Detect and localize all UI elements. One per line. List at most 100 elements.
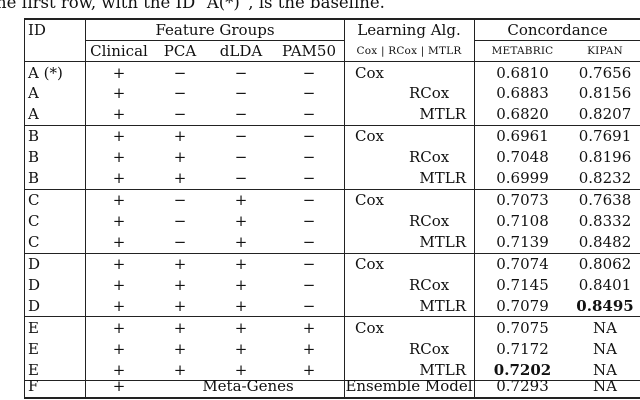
header-dlda: dLDA: [219, 42, 263, 60]
cell-pca: −: [173, 233, 187, 252]
cell-pca: +: [173, 169, 187, 188]
vline-learning: [474, 18, 475, 399]
cell-metabric: 0.7108: [496, 212, 549, 231]
cell-dlda: +: [234, 255, 248, 274]
cell-metabric: 0.6820: [496, 105, 549, 124]
cell-id: F: [28, 377, 39, 395]
table-row: A + − − − RCox 0.6883 0.8156: [24, 83, 640, 103]
cell-metabric: 0.6810: [496, 63, 549, 82]
table-row: A (*) + − − − Cox 0.6810 0.7656: [24, 63, 640, 83]
cell-algorithm: Cox: [355, 63, 384, 82]
cell-pca: +: [173, 319, 187, 338]
cell-clinical: +: [112, 297, 126, 315]
cell-id: D: [28, 276, 41, 295]
cell-kipan: NA: [593, 360, 617, 379]
cell-kipan: 0.7638: [578, 191, 632, 210]
cell-metabric: 0.6961: [496, 127, 549, 146]
cell-pca: −: [173, 191, 187, 210]
header-learning-alg: Learning Alg.: [357, 21, 461, 39]
cell-pca: +: [173, 276, 187, 295]
table-row: C + − + − MTLR 0.7139 0.8482: [24, 232, 640, 252]
cell-pam50: +: [302, 319, 316, 338]
cell-metabric: 0.7139: [496, 233, 549, 252]
cell-pam50: −: [302, 127, 316, 146]
cell-metabric: 0.7074: [496, 255, 549, 274]
cell-meta-genes: Meta-Genes: [202, 377, 294, 395]
cell-algorithm: MTLR: [419, 233, 466, 252]
cell-clinical: +: [112, 233, 126, 252]
cell-kipan: 0.8332: [578, 212, 632, 231]
cell-kipan: NA: [593, 377, 617, 395]
cell-pca: +: [173, 297, 187, 315]
cell-id: E: [28, 360, 39, 379]
header-metabric: METABRIC: [491, 45, 554, 57]
cell-pam50: −: [302, 255, 316, 274]
cell-id: A (*): [28, 63, 63, 82]
cell-dlda: −: [234, 169, 248, 188]
cell-algorithm: Ensemble Model: [345, 377, 473, 395]
cell-dlda: +: [234, 212, 248, 231]
top-rule: [24, 18, 640, 20]
cell-clinical: +: [112, 63, 126, 82]
cell-pca: +: [173, 148, 187, 167]
cell-pam50: −: [302, 84, 316, 103]
cell-pca: +: [173, 340, 187, 358]
cell-id: A: [28, 84, 39, 103]
cell-dlda: −: [234, 127, 248, 146]
cell-id: B: [28, 169, 40, 188]
cell-kipan: 0.8062: [578, 255, 632, 274]
cell-id: C: [28, 212, 40, 231]
table-row: B + + − − RCox 0.7048 0.8196: [24, 147, 640, 167]
group-rule: [24, 188, 640, 190]
bottom-rule: [24, 397, 640, 399]
cell-dlda: −: [234, 63, 248, 82]
group-rule: [24, 252, 640, 254]
cell-clinical: +: [112, 377, 126, 395]
table-row: D + + + − MTLR 0.7079 0.8495: [24, 296, 640, 316]
table-row: C + − + − RCox 0.7108 0.8332: [24, 211, 640, 231]
cell-algorithm: RCox: [409, 212, 450, 231]
cell-clinical: +: [112, 105, 126, 124]
cell-algorithm: MTLR: [419, 297, 466, 315]
cell-algorithm: Cox: [355, 319, 384, 338]
header-row-2: Clinical PCA dLDA PAM50 Cox | RCox | MTL…: [24, 41, 640, 61]
cell-clinical: +: [112, 360, 126, 379]
vline-id: [85, 18, 86, 399]
cell-clinical: +: [112, 340, 126, 358]
cell-algorithm: RCox: [409, 340, 450, 358]
cell-pca: +: [173, 255, 187, 274]
cell-pca: −: [173, 63, 187, 82]
cell-dlda: +: [234, 191, 248, 210]
cell-pam50: −: [302, 63, 316, 82]
cell-kipan: 0.7691: [578, 127, 632, 146]
table-row: E + + + + MTLR 0.7202 NA: [24, 360, 640, 380]
cell-pam50: −: [302, 105, 316, 124]
cell-dlda: +: [234, 297, 248, 315]
cell-kipan: 0.8232: [578, 169, 632, 188]
table-row: E + + + + RCox 0.7172 NA: [24, 339, 640, 359]
header-concordance: Concordance: [507, 21, 608, 39]
cell-algorithm: RCox: [409, 276, 450, 295]
vline-left: [24, 18, 25, 399]
cell-dlda: −: [234, 84, 248, 103]
cell-kipan: NA: [593, 319, 617, 338]
group-rule: [24, 316, 640, 318]
header-pam50: PAM50: [282, 42, 336, 60]
cell-id: E: [28, 319, 39, 338]
cell-clinical: +: [112, 191, 126, 210]
header-id: ID: [28, 21, 46, 39]
cell-id: C: [28, 233, 40, 252]
cell-metabric: 0.7172: [496, 340, 549, 358]
cell-pca: −: [173, 105, 187, 124]
header-row-1: ID Feature Groups Learning Alg. Concorda…: [24, 20, 640, 40]
cell-metabric: 0.6883: [496, 84, 549, 103]
cell-pam50: −: [302, 233, 316, 252]
cell-algorithm: Cox: [355, 255, 384, 274]
cell-dlda: +: [234, 319, 248, 338]
table-row: E + + + + Cox 0.7075 NA: [24, 318, 640, 338]
cell-metabric: 0.7202: [493, 360, 552, 379]
cell-algorithm: MTLR: [419, 169, 466, 188]
cell-metabric: 0.7079: [496, 297, 549, 315]
cell-kipan: 0.8482: [578, 233, 632, 252]
cell-dlda: +: [234, 233, 248, 252]
